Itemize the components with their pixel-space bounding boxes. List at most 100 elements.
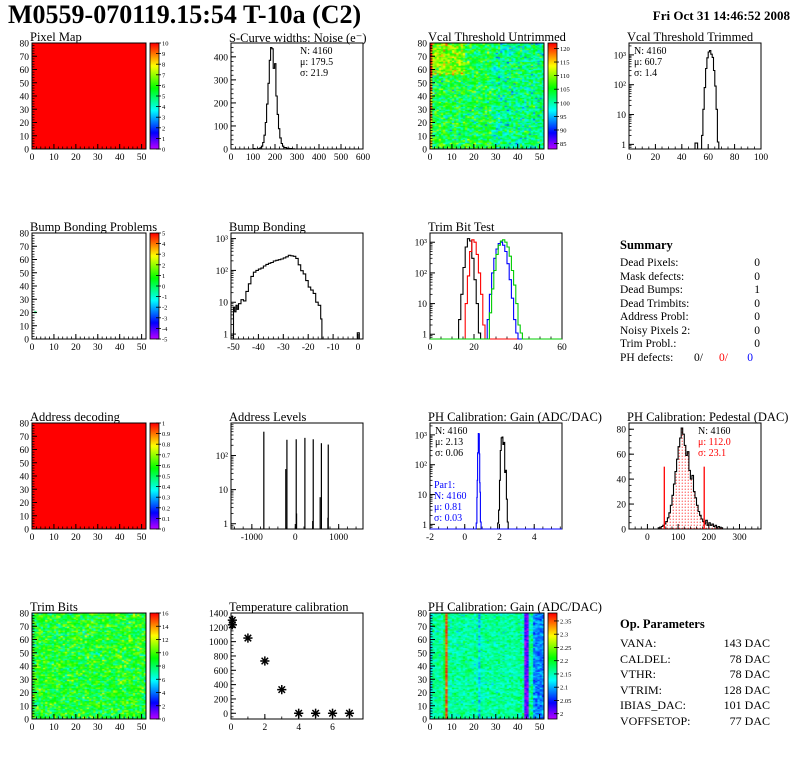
svg-text:10: 10 [20,702,30,712]
op-row: IBIAS_DAC: 101 DAC [620,698,770,714]
plot-title: Address Levels [229,410,307,424]
svg-text:10³: 10³ [415,239,428,249]
op-label: IBIAS_DAC: [620,698,687,712]
plot-title: Trim Bit Test [428,220,495,234]
heatmap-image [32,613,146,719]
svg-text:2.15: 2.15 [560,671,571,678]
svg-text:10: 10 [49,533,59,543]
svg-text:6: 6 [162,83,166,90]
plot-title: Vcal Threshold Untrimmed [428,30,566,44]
svg-text:600: 600 [214,667,229,677]
summary-value: 0 [754,257,760,269]
plot-ph-calibration-gain-adc-dac: PH Calibration: Gain (ADC/DAC) 2.35 2.3 2.2… [398,600,602,772]
svg-text:10: 10 [418,300,428,310]
svg-text:50: 50 [137,723,147,733]
svg-text:0.6: 0.6 [162,463,171,470]
stats-line: μ: 0.81 [434,502,463,513]
stats-line: μ: 112.0 [698,437,731,448]
svg-text:80: 80 [20,420,30,430]
heatmap-image [430,613,544,719]
stats-line: σ: 1.4 [634,68,658,79]
svg-text:50: 50 [20,269,30,279]
plot-title: Bump Bonding [229,220,306,234]
svg-text:70: 70 [418,623,428,633]
svg-text:80: 80 [418,610,428,620]
svg-text:30: 30 [20,486,30,496]
svg-text:1000: 1000 [209,638,228,648]
svg-text:0: 0 [356,343,361,353]
svg-text:100: 100 [214,122,229,132]
svg-text:20: 20 [617,501,627,511]
colorbar [548,613,557,719]
svg-text:0: 0 [24,336,29,346]
op-row: VANA: 143 DAC [620,636,770,652]
op-value: 128 DAC [723,682,770,697]
summary-row-ph-defects: PH defects: 0/ 0/ 0 [620,352,760,366]
svg-text:40: 40 [20,663,30,673]
svg-text:2.25: 2.25 [560,645,571,652]
svg-text:-4: -4 [162,326,168,333]
svg-text:100: 100 [671,533,686,543]
svg-text:0: 0 [428,723,433,733]
svg-text:-5: -5 [162,337,167,344]
svg-text:4: 4 [532,533,537,543]
stats-line: N: 4160 [434,491,467,502]
svg-text:60: 60 [20,66,30,76]
summary-label: Dead Pixels: [620,257,679,269]
plot-title: PH Calibration: Pedestal (DAC) [627,410,789,424]
svg-text:1: 1 [162,136,165,143]
svg-text:0: 0 [30,723,35,733]
op-row: VOFFSETOP: 77 DAC [620,714,770,730]
stats-line: σ: 21.9 [300,68,329,79]
summary-value: 0 [754,270,760,283]
svg-text:-3: -3 [162,315,167,322]
svg-text:50: 50 [137,343,147,353]
svg-text:12: 12 [162,637,169,644]
svg-text:30: 30 [418,676,428,686]
ph-defects-blue: 0 [747,351,753,364]
svg-text:50: 50 [137,153,147,163]
plot-canvas: 0 100 200 300 400 500 600 0 100 200 300 400 [214,42,370,163]
svg-text:70: 70 [418,53,428,63]
plot-ph-calibration-pedestal-dac: PH Calibration: Pedestal (DAC) N: 4160 μ: … [597,410,796,600]
plot-canvas: 10.90.80.70.60.50.40.30.20.100 10 20 30 40 50… [20,420,171,544]
summary-row: Dead Pixels: 0 [620,257,760,271]
svg-text:20: 20 [469,723,479,733]
svg-text:20: 20 [71,533,81,543]
svg-text:40: 40 [115,343,125,353]
colorbar [548,43,557,149]
svg-text:2.3: 2.3 [560,632,568,639]
stats-box: N: 4160 μ: 60.7 σ: 1.4 [634,46,667,79]
svg-text:2.2: 2.2 [560,658,568,665]
svg-text:30: 30 [93,723,103,733]
svg-text:0.2: 0.2 [162,505,170,512]
svg-text:0: 0 [162,527,165,534]
svg-text:0.9: 0.9 [162,431,170,438]
op-value: 78 DAC [729,651,770,666]
svg-text:0: 0 [223,710,228,720]
summary-row: Dead Trimbits: 0 [620,298,760,312]
summary-value: 0 [754,324,760,337]
svg-text:50: 50 [418,79,428,89]
svg-text:2.05: 2.05 [560,698,571,705]
op-label: CALDEL: [620,651,671,666]
plot-bump-bonding-problems: Bump Bonding Problems 5 4 3 2 1 0 -1 -2 -3 -4 -5 0 10… [0,220,199,410]
plot-title: Trim Bits [30,600,78,614]
svg-text:70: 70 [20,243,30,253]
svg-text:60: 60 [418,636,428,646]
svg-text:105: 105 [560,87,570,94]
stats-line: μ: 2.13 [435,437,464,448]
summary-value: 0 [754,311,760,323]
svg-text:300: 300 [732,533,747,543]
svg-text:20: 20 [71,343,81,353]
svg-text:8: 8 [162,62,165,69]
svg-text:0: 0 [462,533,467,543]
plot-title: Temperature calibration [229,600,349,614]
op-row: CALDEL: 78 DAC [620,652,770,668]
svg-text:16: 16 [162,611,169,618]
svg-text:10²: 10² [614,81,627,91]
svg-text:20: 20 [20,309,30,319]
